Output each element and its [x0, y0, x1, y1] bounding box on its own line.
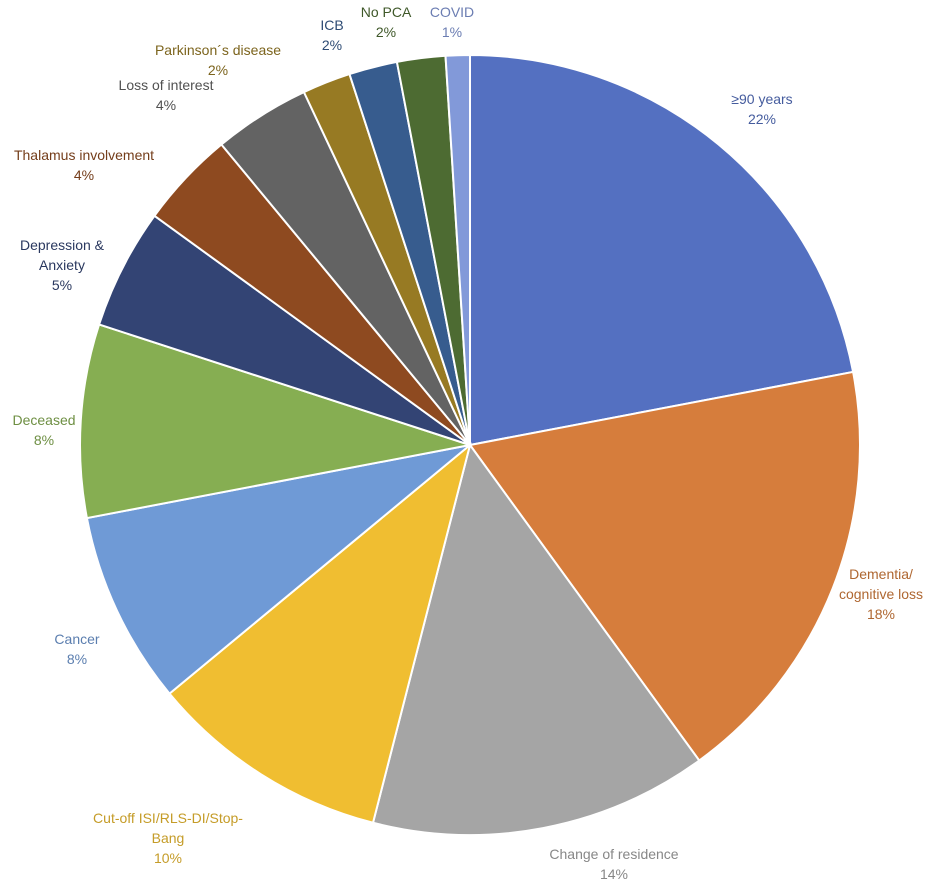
pie-slice	[371, 442, 701, 837]
slice-percent: 4%	[156, 97, 176, 113]
slice-name: Cancer	[54, 631, 99, 647]
slice-label: Change of residence 14%	[549, 846, 678, 882]
slice-name: Bang	[152, 830, 185, 846]
slice-label: Dementia/cognitive loss 18%	[839, 566, 923, 622]
pie-slice	[468, 370, 861, 762]
slice-label: Loss of interest 4%	[119, 77, 214, 113]
slice-name: COVID	[430, 4, 474, 20]
slice-name: Dementia/	[849, 566, 913, 582]
slice-label: Cut-off ISI/RLS-DI/Stop- Bang 10%	[93, 810, 243, 866]
slice-percent: 22%	[748, 111, 776, 127]
slice-label: Depression & Anxiety 5%	[20, 237, 105, 293]
slice-name: Change of residence	[549, 846, 678, 862]
slice-name: Loss of interest	[119, 77, 214, 93]
slice-name: Anxiety	[39, 257, 85, 273]
slice-percent: 2%	[322, 37, 342, 53]
slice-name: Thalamus involvement	[14, 147, 154, 163]
slice-label: Deceased 8%	[12, 412, 75, 448]
slice-label: No PCA 2%	[361, 4, 412, 40]
slice-name: ≥90 years	[731, 91, 792, 107]
slice-name: ICB	[320, 17, 343, 33]
slice-percent: 4%	[74, 167, 94, 183]
slice-percent: 2%	[376, 24, 396, 40]
pie-slice	[444, 53, 471, 446]
pie-slice	[469, 53, 855, 447]
pie-slice	[79, 323, 471, 520]
slice-percent: 8%	[67, 651, 87, 667]
slice-name: Deceased	[12, 412, 75, 428]
slice-name: No PCA	[361, 4, 412, 20]
slice-label: Thalamus involvement 4%	[14, 147, 154, 183]
slice-percent: 8%	[34, 432, 54, 448]
slice-percent: 2%	[208, 62, 228, 78]
slice-name: cognitive loss	[839, 586, 923, 602]
pie-slice	[168, 442, 472, 824]
slice-label: ≥90 years 22%	[731, 91, 792, 127]
slice-percent: 14%	[600, 866, 628, 882]
slice-percent: 5%	[52, 277, 72, 293]
slice-name: Cut-off ISI/RLS-DI/Stop-	[93, 810, 243, 826]
slice-percent: 10%	[154, 850, 182, 866]
slice-label: COVID 1%	[430, 4, 474, 40]
slice-percent: 1%	[442, 24, 462, 40]
slice-percent: 18%	[867, 606, 895, 622]
slice-label: ICB 2%	[320, 17, 343, 53]
slice-name: Parkinson´s disease	[155, 42, 281, 58]
slice-label: Cancer 8%	[54, 631, 99, 667]
slice-label: Parkinson´s disease 2%	[155, 42, 281, 78]
slice-name: Depression &	[20, 237, 105, 253]
pie-slice	[85, 444, 471, 696]
